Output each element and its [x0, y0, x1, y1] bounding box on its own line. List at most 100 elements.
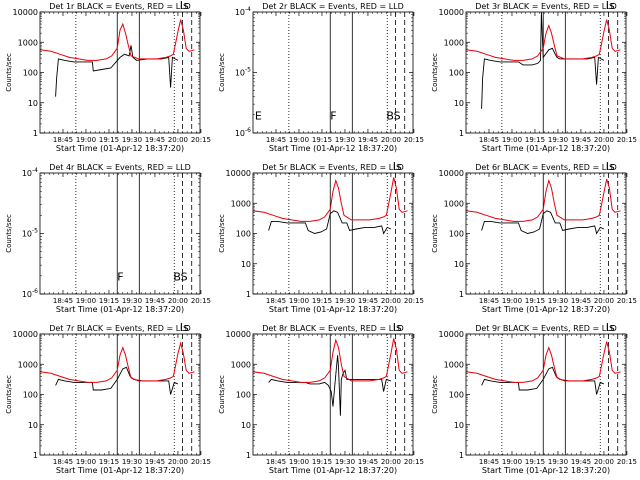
annotation-label: BS [173, 271, 187, 284]
y-axis-label: Counts/sec [5, 214, 13, 253]
x-tick-label: 19:30 [548, 136, 568, 144]
x-tick-label: 19:15 [99, 297, 119, 305]
y-tick-label: 1000 [444, 199, 464, 208]
y-tick-label: 1 [459, 129, 464, 138]
panel-2: Det 2r BLACK = Events, RED = LLD 10-6 10-5… [218, 2, 424, 153]
panel-4: Det 4r BLACK = Events, RED = LLD 10-6 10-5… [5, 163, 211, 314]
annotation-label: F [330, 110, 336, 123]
x-tick-label: 18:45 [266, 136, 286, 144]
x-tick-label: 18:45 [53, 297, 73, 305]
x-tick-label: 19:45 [145, 136, 165, 144]
x-tick-label: 20:00 [594, 458, 614, 466]
x-tick-label: 20:15 [191, 136, 211, 144]
y-tick-label: 10-6 [235, 127, 251, 138]
annotation-label: Is [606, 160, 615, 173]
x-tick-label: 20:15 [617, 458, 637, 466]
x-tick-label: 19:45 [145, 297, 165, 305]
y-tick-label: 1000 [18, 38, 38, 47]
x-tick-label: 19:15 [312, 136, 332, 144]
x-tick-label: 18:45 [53, 136, 73, 144]
x-tick-label: 19:00 [76, 458, 96, 466]
x-axis-label: Start Time (01-Apr-12 18:37:20) [482, 466, 610, 475]
x-tick-label: 19:45 [571, 458, 591, 466]
panel-title: Det 9r BLACK = Events, RED = LLD [475, 324, 617, 333]
x-tick-label: 19:00 [289, 458, 309, 466]
annotation-label: Is [393, 321, 402, 334]
y-tick-label: 10 [241, 421, 251, 430]
y-tick-label: 10000 [439, 330, 464, 339]
y-axis-label: Counts/sec [431, 375, 439, 414]
plot-frame [465, 333, 627, 456]
annotation-label: Is [606, 0, 615, 12]
y-axis-label: Counts/sec [5, 53, 13, 92]
x-tick-label: 18:45 [479, 458, 499, 466]
x-tick-label: 20:00 [594, 136, 614, 144]
x-tick-label: 19:45 [571, 297, 591, 305]
lld-series-line [466, 19, 621, 61]
x-tick-label: 20:00 [168, 136, 188, 144]
x-tick-label: 19:30 [548, 458, 568, 466]
lld-series-line [40, 19, 195, 61]
panel-title: Det 3r BLACK = Events, RED = LLD [475, 2, 617, 11]
y-tick-label: 100 [23, 391, 38, 400]
x-axis-label: Start Time (01-Apr-12 18:37:20) [56, 144, 184, 153]
y-tick-label: 1 [459, 290, 464, 299]
y-tick-label: 10-5 [22, 228, 38, 239]
panel-9: Det 9r BLACK = Events, RED = LLD 1 10 100 10… [431, 321, 637, 475]
x-tick-label: 19:45 [571, 136, 591, 144]
annotation-label: Is [180, 0, 189, 12]
y-tick-label: 10-4 [22, 167, 38, 178]
y-tick-label: 1 [459, 451, 464, 460]
x-tick-label: 19:15 [525, 458, 545, 466]
y-tick-label: 100 [236, 391, 251, 400]
x-tick-label: 18:45 [266, 297, 286, 305]
x-tick-label: 19:00 [502, 458, 522, 466]
x-axis-label: Start Time (01-Apr-12 18:37:20) [269, 144, 397, 153]
annotation-label: F [117, 271, 123, 284]
y-tick-label: 10 [28, 99, 38, 108]
x-tick-label: 18:45 [53, 458, 73, 466]
y-tick-label: 10-4 [235, 6, 251, 17]
y-tick-label: 10000 [226, 330, 251, 339]
annotation-label: Is [606, 321, 615, 334]
events-series-line [268, 355, 392, 416]
y-tick-label: 10 [454, 260, 464, 269]
x-tick-label: 19:45 [358, 458, 378, 466]
y-tick-label: 100 [449, 391, 464, 400]
lld-series-line [253, 338, 408, 383]
x-axis-label: Start Time (01-Apr-12 18:37:20) [482, 144, 610, 153]
x-tick-label: 20:15 [191, 297, 211, 305]
y-axis-label: Counts/sec [431, 214, 439, 253]
x-tick-label: 18:45 [479, 136, 499, 144]
x-tick-label: 19:45 [358, 297, 378, 305]
events-series-line [481, 12, 605, 109]
y-tick-label: 1000 [18, 360, 38, 369]
plot-frame [39, 333, 201, 456]
y-tick-label: 1000 [231, 199, 251, 208]
x-tick-label: 19:00 [502, 136, 522, 144]
y-tick-label: 10000 [13, 330, 38, 339]
annotation-label: Is [393, 160, 402, 173]
y-tick-label: 100 [236, 230, 251, 239]
lld-series-line [466, 178, 621, 222]
x-tick-label: 20:00 [594, 297, 614, 305]
x-axis-label: Start Time (01-Apr-12 18:37:20) [482, 305, 610, 314]
y-tick-label: 10000 [439, 8, 464, 17]
x-tick-label: 19:00 [502, 297, 522, 305]
y-tick-label: 1000 [444, 360, 464, 369]
y-tick-label: 1 [33, 451, 38, 460]
events-series-line [481, 366, 605, 395]
events-series-line [481, 210, 605, 235]
events-series-line [268, 210, 392, 235]
x-tick-label: 19:15 [525, 136, 545, 144]
panel-title: Det 2r BLACK = Events, RED = LLD [262, 2, 404, 11]
y-tick-label: 1000 [444, 38, 464, 47]
y-tick-label: 10 [454, 99, 464, 108]
events-series-line [55, 45, 179, 97]
x-tick-label: 19:15 [312, 297, 332, 305]
x-tick-label: 19:30 [335, 458, 355, 466]
x-tick-label: 20:00 [381, 136, 401, 144]
y-tick-label: 10-6 [22, 288, 38, 299]
panel-7: Det 7r BLACK = Events, RED = LLD 1 10 100 10… [5, 321, 211, 475]
